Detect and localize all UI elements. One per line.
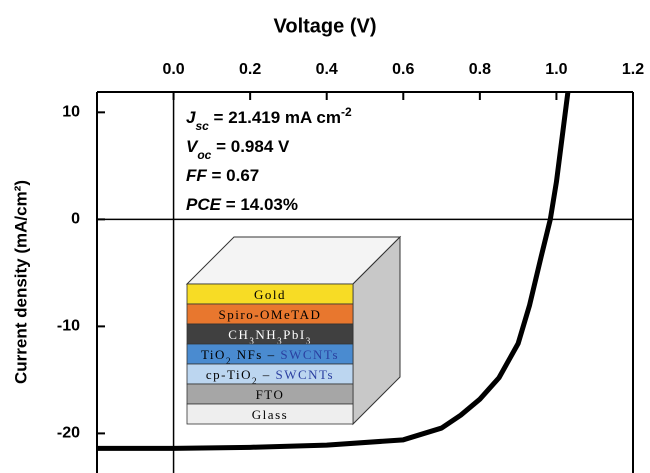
text-part: NH bbox=[255, 327, 277, 342]
text-part: Gold bbox=[254, 287, 286, 302]
text-part: = 14.03% bbox=[221, 195, 298, 214]
text-part: 3 bbox=[277, 336, 283, 346]
inset-layer-label: Spiro-OMeTAD bbox=[219, 307, 322, 322]
text-part: NFs – bbox=[232, 347, 280, 362]
inset-layer-label: FTO bbox=[256, 387, 285, 402]
annotation: Jsc = 21.419 mA cm-2 bbox=[186, 105, 352, 133]
chart-title: Voltage (V) bbox=[274, 15, 377, 37]
y-tick-label: -20 bbox=[57, 425, 80, 442]
text-part: = 21.419 mA cm bbox=[209, 108, 341, 127]
x-tick-label: 0.2 bbox=[239, 61, 261, 78]
text-part: cp-TiO bbox=[206, 367, 252, 382]
text-part: PbI bbox=[283, 327, 306, 342]
text-part: 2 bbox=[252, 376, 258, 386]
text-part: PCE bbox=[186, 195, 222, 214]
annotation: Voc = 0.984 V bbox=[186, 137, 290, 162]
inset-layer-label: CH3NH3PbI3 bbox=[228, 327, 311, 346]
inset-layer-label: Glass bbox=[252, 407, 288, 422]
jv-curve bbox=[97, 91, 571, 451]
y-tick-label: -10 bbox=[57, 318, 80, 335]
inset-layer bbox=[186, 403, 354, 425]
x-tick-label: 0.8 bbox=[469, 61, 491, 78]
text-part: = 0.984 V bbox=[211, 137, 290, 156]
annotation: PCE = 14.03% bbox=[186, 195, 298, 214]
x-tick-label: 1.0 bbox=[545, 61, 567, 78]
x-tick-label: 0.0 bbox=[162, 61, 184, 78]
x-tick-label: 1.2 bbox=[622, 61, 644, 78]
text-part: TiO bbox=[201, 347, 226, 362]
text-part: SWCNTs bbox=[275, 367, 334, 382]
text-part: FF bbox=[186, 166, 207, 185]
x-tick-label: 0.4 bbox=[316, 61, 338, 78]
text-part: Spiro-OMeTAD bbox=[219, 307, 322, 322]
text-part: oc bbox=[197, 148, 211, 162]
text-part: Glass bbox=[252, 407, 288, 422]
text-part: CH bbox=[228, 327, 249, 342]
y-tick-label: 0 bbox=[71, 211, 80, 228]
y-tick-label: 10 bbox=[62, 104, 80, 121]
inset-layer-label: TiO2 NFs – SWCNTs bbox=[201, 347, 339, 366]
text-part: J bbox=[186, 108, 196, 127]
text-part: 3 bbox=[249, 336, 255, 346]
text-part: 3 bbox=[306, 336, 312, 346]
text-part: V bbox=[186, 137, 199, 156]
inset-layer-label: Gold bbox=[254, 287, 286, 302]
text-part: SWCNTs bbox=[280, 347, 339, 362]
text-part: 2 bbox=[226, 356, 232, 366]
text-part: – bbox=[258, 367, 276, 382]
text-part: = 0.67 bbox=[207, 166, 259, 185]
annotation: FF = 0.67 bbox=[186, 166, 259, 185]
inset-layer-label: cp-TiO2 – SWCNTs bbox=[206, 367, 334, 386]
x-tick-label: 0.6 bbox=[392, 61, 414, 78]
text-part: sc bbox=[195, 119, 209, 133]
text-part: -2 bbox=[341, 105, 352, 119]
text-part: FTO bbox=[256, 387, 285, 402]
y-axis-label: Current density (mA/cm²) bbox=[11, 180, 30, 384]
